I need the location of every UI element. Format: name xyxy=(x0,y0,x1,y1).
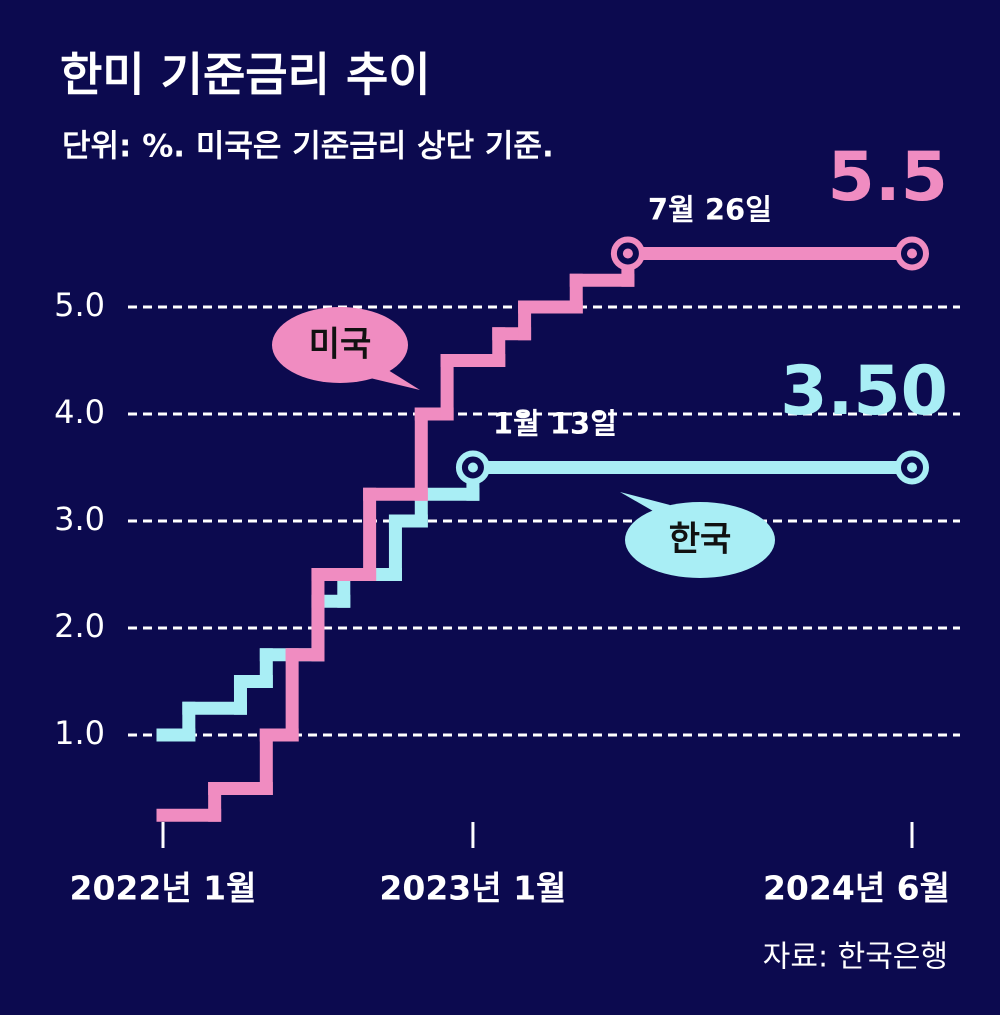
legend-bubble-tail xyxy=(370,365,420,390)
chart-subtitle: 단위: %. 미국은 기준금리 상단 기준. xyxy=(62,129,554,165)
y-tick-label: 4.0 xyxy=(54,393,105,431)
legend-label: 미국 xyxy=(309,325,372,365)
x-tick-label: 2023년 1월 xyxy=(379,869,566,908)
legend-bubble-tail xyxy=(620,492,670,515)
value-label: 3.50 xyxy=(780,352,948,431)
legend-label: 한국 xyxy=(669,520,732,560)
grid: 1.0 2.0 3.0 4.0 5.0 2022년 1월 2023년 1월 2024년 6월 xyxy=(54,286,960,908)
annotation: 7월 26일 xyxy=(648,193,772,227)
annotation: 1월 13일 xyxy=(493,407,617,441)
legend: 미국 한국 xyxy=(272,307,775,578)
chart-title: 한미 기준금리 추이 xyxy=(60,48,431,102)
y-tick-label: 1.0 xyxy=(54,714,105,752)
x-tick-label: 2024년 6월 xyxy=(763,869,950,908)
end-marker-dot xyxy=(907,248,917,259)
legend-bubble xyxy=(272,307,408,383)
plot: 1월 13일 3.50 7월 26일 5.5 xyxy=(156,138,948,822)
end-marker-dot xyxy=(907,462,917,473)
annotation-marker-dot xyxy=(622,248,633,259)
y-tick-label: 3.0 xyxy=(54,500,105,538)
legend-bubble xyxy=(625,502,775,578)
value-label: 5.5 xyxy=(828,138,948,217)
y-tick-label: 5.0 xyxy=(54,286,105,324)
annotation-marker-dot xyxy=(467,462,478,473)
y-tick-label: 2.0 xyxy=(54,607,105,645)
x-tick-label: 2022년 1월 xyxy=(69,869,256,908)
source: 자료: 한국은행 xyxy=(763,940,948,975)
